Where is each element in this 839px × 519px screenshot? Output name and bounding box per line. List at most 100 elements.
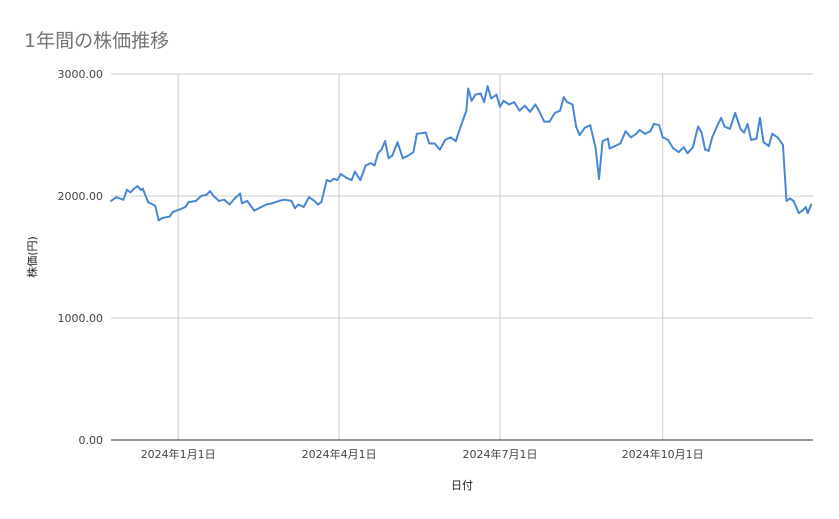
data-point-123 — [682, 146, 685, 149]
data-point-45 — [325, 179, 328, 182]
data-point-60 — [387, 157, 390, 160]
data-point-132 — [720, 116, 723, 119]
data-point-87 — [513, 101, 516, 104]
data-point-75 — [465, 109, 468, 112]
data-point-108 — [608, 147, 611, 150]
y-tick-label-2: 2000.00 — [58, 190, 104, 203]
data-point-42 — [313, 199, 316, 202]
data-point-8 — [141, 187, 144, 190]
data-point-148 — [789, 197, 791, 200]
data-point-80 — [483, 101, 486, 104]
data-point-96 — [559, 109, 562, 112]
data-point-149 — [792, 199, 795, 202]
x-axis-tick-labels: 2024年1月1日 2024年4月1日 2024年7月1日 2024年10月1日 — [141, 447, 704, 461]
data-point-52 — [354, 170, 356, 173]
data-point-113 — [635, 132, 638, 135]
data-point-69 — [433, 142, 436, 145]
data-point-143 — [767, 145, 770, 147]
data-point-49 — [339, 173, 342, 175]
data-point-39 — [297, 203, 300, 206]
data-point-115 — [644, 132, 646, 135]
data-point-28 — [240, 202, 243, 205]
data-point-97 — [562, 96, 565, 99]
data-point-32 — [260, 206, 263, 208]
data-point-144 — [771, 132, 774, 135]
data-point-31 — [253, 209, 256, 212]
x-tick-label-2: 2024年7月1日 — [463, 447, 538, 461]
data-point-117 — [652, 123, 655, 125]
data-point-48 — [336, 179, 339, 182]
data-point-128 — [704, 148, 707, 151]
stock-price-line — [110, 85, 813, 222]
x-tick-label-0: 2024年1月1日 — [141, 447, 216, 461]
data-point-107 — [606, 137, 609, 140]
data-point-53 — [359, 179, 362, 182]
chart-title: 1年間の株価推移 — [24, 30, 170, 52]
data-point-57 — [377, 152, 379, 155]
data-point-46 — [329, 180, 332, 183]
data-point-27 — [239, 192, 242, 195]
data-point-0 — [110, 199, 112, 202]
data-point-94 — [548, 120, 551, 123]
data-point-152 — [804, 206, 807, 208]
data-point-30 — [249, 204, 252, 207]
data-point-76 — [467, 87, 470, 90]
data-point-89 — [523, 104, 526, 107]
data-point-153 — [806, 212, 809, 215]
data-point-25 — [228, 203, 231, 206]
data-point-66 — [415, 132, 418, 135]
data-point-85 — [502, 99, 505, 102]
data-point-43 — [316, 203, 319, 206]
data-point-137 — [743, 131, 745, 134]
data-point-5 — [133, 187, 135, 190]
data-point-99 — [571, 103, 574, 106]
data-point-74 — [460, 124, 463, 127]
data-point-147 — [785, 199, 788, 202]
data-point-134 — [728, 127, 731, 130]
data-point-118 — [658, 124, 661, 127]
grid-lines — [111, 73, 813, 440]
data-point-63 — [401, 157, 404, 160]
data-point-139 — [750, 138, 753, 141]
data-point-141 — [759, 116, 761, 119]
data-point-6 — [136, 185, 139, 188]
data-point-150 — [797, 212, 800, 215]
data-point-2 — [122, 198, 125, 201]
data-point-29 — [246, 199, 249, 202]
data-point-145 — [776, 136, 779, 139]
data-point-83 — [495, 93, 498, 96]
data-point-33 — [265, 203, 268, 206]
data-point-38 — [293, 207, 296, 210]
y-tick-label-0: 0.00 — [79, 434, 104, 447]
data-point-23 — [217, 199, 220, 202]
data-point-3 — [125, 188, 128, 191]
data-points — [110, 85, 813, 222]
data-point-105 — [598, 177, 600, 180]
data-point-93 — [543, 120, 546, 123]
data-point-90 — [529, 110, 532, 113]
data-point-133 — [723, 125, 726, 128]
data-point-34 — [270, 202, 273, 205]
data-point-138 — [746, 123, 749, 125]
data-point-71 — [444, 138, 447, 141]
data-point-130 — [711, 136, 714, 139]
data-point-19 — [200, 195, 203, 197]
data-point-84 — [499, 105, 501, 108]
data-point-20 — [205, 193, 208, 196]
data-point-41 — [308, 196, 310, 199]
data-point-124 — [686, 152, 689, 155]
data-point-140 — [755, 137, 758, 140]
data-point-101 — [578, 134, 581, 136]
data-point-35 — [278, 199, 280, 202]
data-point-36 — [283, 198, 286, 201]
data-point-1 — [115, 196, 118, 199]
data-point-91 — [534, 103, 537, 106]
data-point-70 — [438, 148, 441, 151]
data-point-47 — [332, 177, 335, 180]
data-point-125 — [691, 146, 694, 149]
data-point-7 — [140, 188, 143, 191]
data-point-67 — [424, 131, 427, 134]
data-point-72 — [449, 136, 452, 139]
data-point-121 — [672, 147, 675, 150]
data-point-126 — [697, 125, 700, 128]
